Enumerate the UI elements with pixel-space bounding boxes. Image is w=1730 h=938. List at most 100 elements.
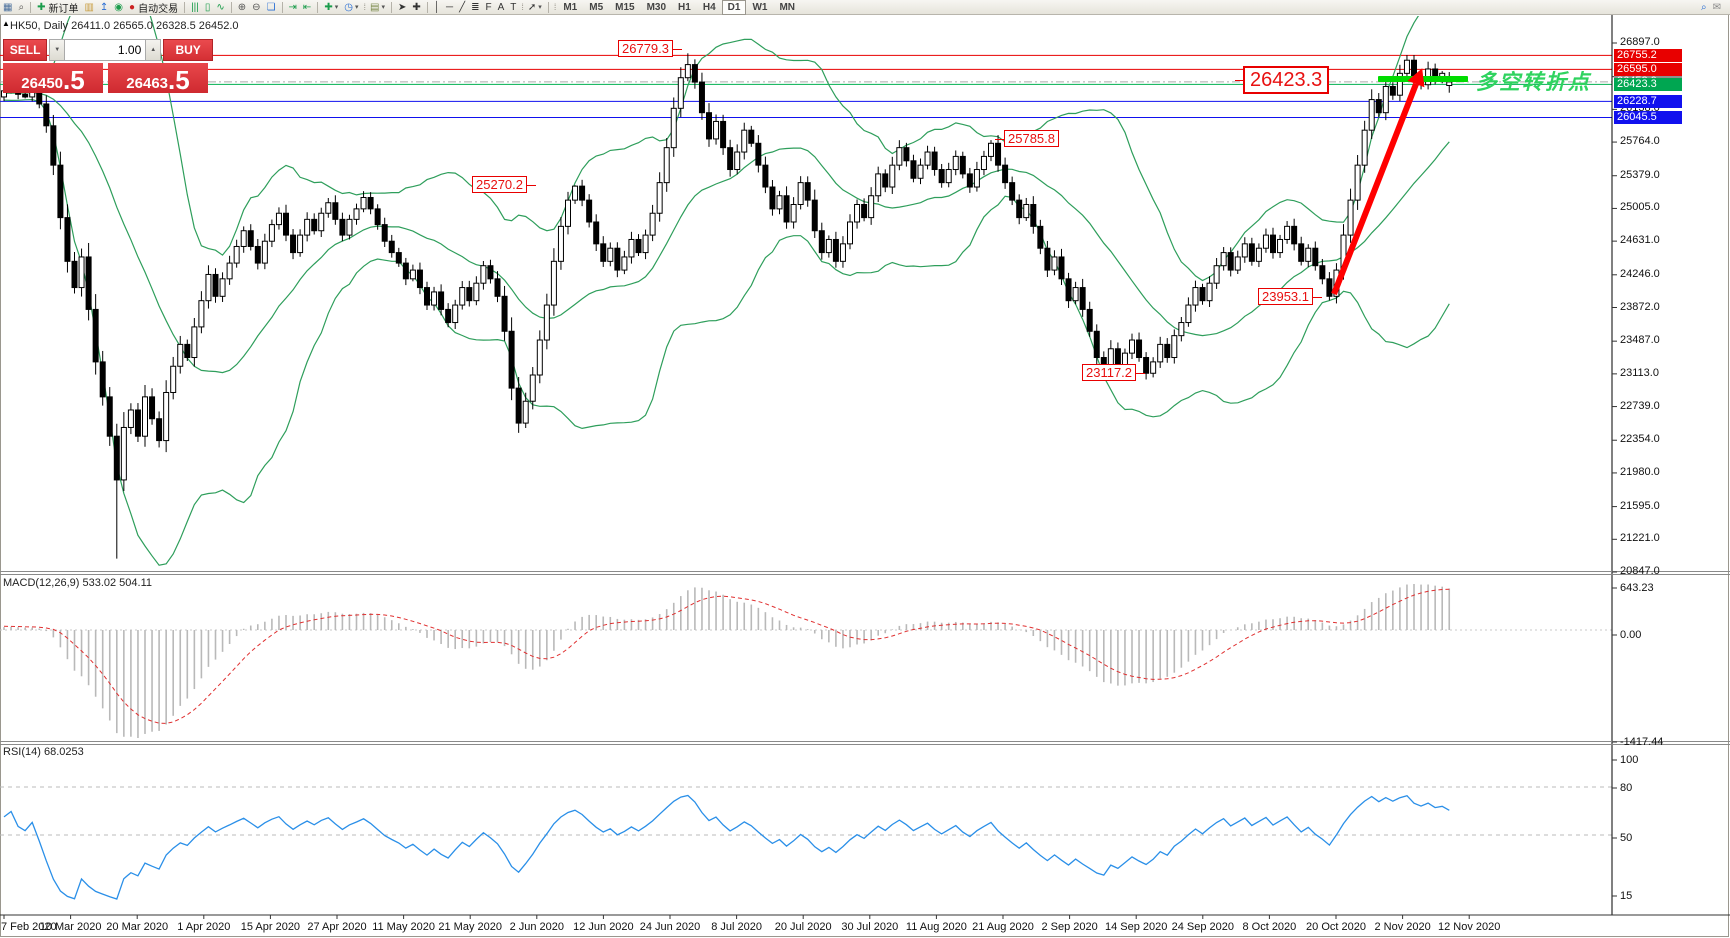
sell-price-fraction: .5 (63, 65, 85, 95)
sell-button[interactable]: SELL (3, 39, 48, 61)
chart-window (0, 14, 1729, 937)
timeframe-w1-button[interactable]: W1 (752, 1, 768, 13)
date-label: 15 Apr 2020 (240, 921, 301, 933)
text-icon: A (497, 1, 505, 13)
chat-button[interactable]: ✉ (1710, 1, 1724, 14)
date-label: 24 Jun 2020 (639, 921, 701, 933)
bar-chart-button[interactable]: ||| (188, 1, 202, 14)
shapes-button[interactable]: ➚ ▾ (525, 1, 545, 14)
candles (1, 53, 1453, 559)
shift-chart-button[interactable]: ⇥ (286, 1, 300, 14)
indicators-button[interactable]: ✚ ▾ (321, 1, 341, 14)
rsi-tick-label: 100 (1620, 754, 1639, 766)
volume-input[interactable] (65, 39, 146, 61)
periods-button[interactable]: ◷ ▾ (341, 1, 361, 14)
zoom-in-button[interactable]: ⊕ (235, 1, 249, 14)
autotrading-button[interactable]: ● 自动交易 (129, 1, 179, 15)
trendline-button[interactable]: ╱ (456, 1, 468, 14)
tile-windows-icon: ❏ (266, 1, 276, 13)
zoom-out-icon: ⊖ (252, 1, 261, 13)
price-tick-label: 25764.0 (1620, 135, 1660, 148)
signals-button[interactable]: ◉ (111, 1, 126, 14)
timeframe-m30-button[interactable]: M30 (646, 1, 667, 13)
line-chart-button[interactable]: ∿ (213, 1, 227, 14)
price-badge: 26595.0 (1614, 62, 1682, 76)
date-label: 20 Oct 2020 (1306, 921, 1366, 933)
volume-increase-button[interactable]: ▲ (145, 39, 162, 61)
date-label: 2 Jun 2020 (509, 921, 565, 933)
bar-chart-icon: ||| (191, 1, 199, 13)
profiles-button[interactable]: ⌕ (15, 1, 27, 14)
rsi-label: RSI(14) 68.0253 (3, 746, 84, 758)
date-label: 30 Jul 2020 (841, 921, 899, 933)
date-label: 11 May 2020 (372, 921, 435, 933)
candle-chart-button[interactable]: ▯ (202, 1, 214, 14)
toolbar-grip: ⁞ (553, 2, 556, 12)
timeframe-h4-button[interactable]: H4 (702, 1, 716, 13)
tile-windows-button[interactable]: ❏ (264, 1, 279, 14)
date-label: 8 Jul 2020 (711, 921, 762, 933)
buy-price-fraction: .5 (168, 65, 190, 95)
date-label: 11 Aug 2020 (905, 921, 967, 933)
fibo-expansion-button[interactable]: F (483, 1, 495, 14)
vertical-line-button[interactable]: │ (431, 1, 443, 14)
sell-price-button[interactable]: 26450.5 (3, 63, 103, 93)
toolbar-separator (426, 1, 428, 13)
macd-signal-line (3, 588, 1450, 724)
timeframe-d1-button[interactable]: D1 (721, 0, 747, 15)
new-order-button[interactable]: ✚ 新订单 (37, 1, 79, 15)
buy-price-main: 26463 (126, 75, 169, 92)
candle-chart-icon: ▯ (204, 1, 211, 13)
new-chart-button[interactable]: ▦ (0, 1, 15, 14)
zoom-out-button[interactable]: ⊖ (249, 1, 263, 14)
date-label: 2 Nov 2020 (1374, 921, 1431, 933)
price-callout: 26779.3 (618, 40, 682, 57)
templates-button[interactable]: ▤ ▾ (367, 1, 388, 14)
buy-price-button[interactable]: 26463.5 (108, 63, 208, 93)
volume-decrease-button[interactable]: ▼ (49, 39, 66, 61)
line-chart-icon: ∿ (216, 1, 225, 13)
callout-pointer (673, 48, 682, 50)
main-toolbar: ▦ ⌕ ✚ 新订单 ▥ ↥ ◉ ● 自动交易 ||| ▯ ∿ ⊕ ⊖ ❏ ⇥ ⇤ ✚ ▾ ◷ ▾ ⁞ ▤ ▾ ➤ ✚ │ ─ ╱ ≣ F A T… (0, 0, 1730, 15)
fibo-expansion-icon: F (485, 1, 492, 13)
macd-panel (0, 584, 1612, 738)
timeframe-mn-button[interactable]: MN (779, 1, 795, 13)
auto-scroll-button[interactable]: ⇤ (300, 1, 314, 14)
fibo-retracement-button[interactable]: ≣ (468, 1, 482, 14)
rsi-tick-label: 50 (1620, 832, 1633, 844)
crosshair-button[interactable]: ✚ (409, 1, 423, 14)
price-tick-label: 21221.0 (1620, 532, 1660, 545)
price-badge: 26423.3 (1614, 77, 1682, 91)
date-label: 24 Sep 2020 (1171, 921, 1234, 933)
auto-scroll-icon: ⇤ (302, 1, 312, 13)
search-icon: ⌕ (1701, 1, 1707, 13)
buy-button[interactable]: BUY (163, 39, 213, 61)
text-button[interactable]: A (495, 1, 508, 14)
toolbar-separator (547, 1, 549, 13)
publish-button[interactable]: ↥ (97, 1, 111, 14)
timeframe-h1-button[interactable]: H1 (678, 1, 691, 13)
timeframe-m15-button[interactable]: M15 (615, 1, 635, 13)
horizontal-line-button[interactable]: ─ (443, 1, 456, 14)
publish-icon: ↥ (99, 1, 109, 13)
price-tick-label: 23872.0 (1620, 300, 1660, 313)
search-button[interactable]: ⌕ (1698, 1, 1710, 14)
market-watch-button[interactable]: ▥ (81, 1, 96, 14)
bollinger-middle-band (3, 92, 1450, 374)
price-tick-label: 25005.0 (1620, 201, 1660, 214)
timeframe-m5-button[interactable]: M5 (589, 1, 604, 13)
toolbar-separator (230, 1, 232, 13)
price-tick-label: 23113.0 (1620, 366, 1659, 379)
cursor-button[interactable]: ➤ (395, 1, 409, 14)
fibo-retracement-icon: ≣ (471, 1, 480, 13)
price-tick-label: 24631.0 (1620, 234, 1660, 247)
text-label-button[interactable]: T (507, 1, 519, 14)
timeframe-m1-button[interactable]: M1 (563, 1, 578, 13)
callout-pointer (1136, 372, 1146, 374)
templates-icon: ▤ (369, 1, 380, 13)
price-badge: 26045.5 (1614, 110, 1682, 124)
price-tick-label: 21595.0 (1620, 499, 1660, 512)
date-label: 20 Mar 2020 (106, 921, 169, 933)
